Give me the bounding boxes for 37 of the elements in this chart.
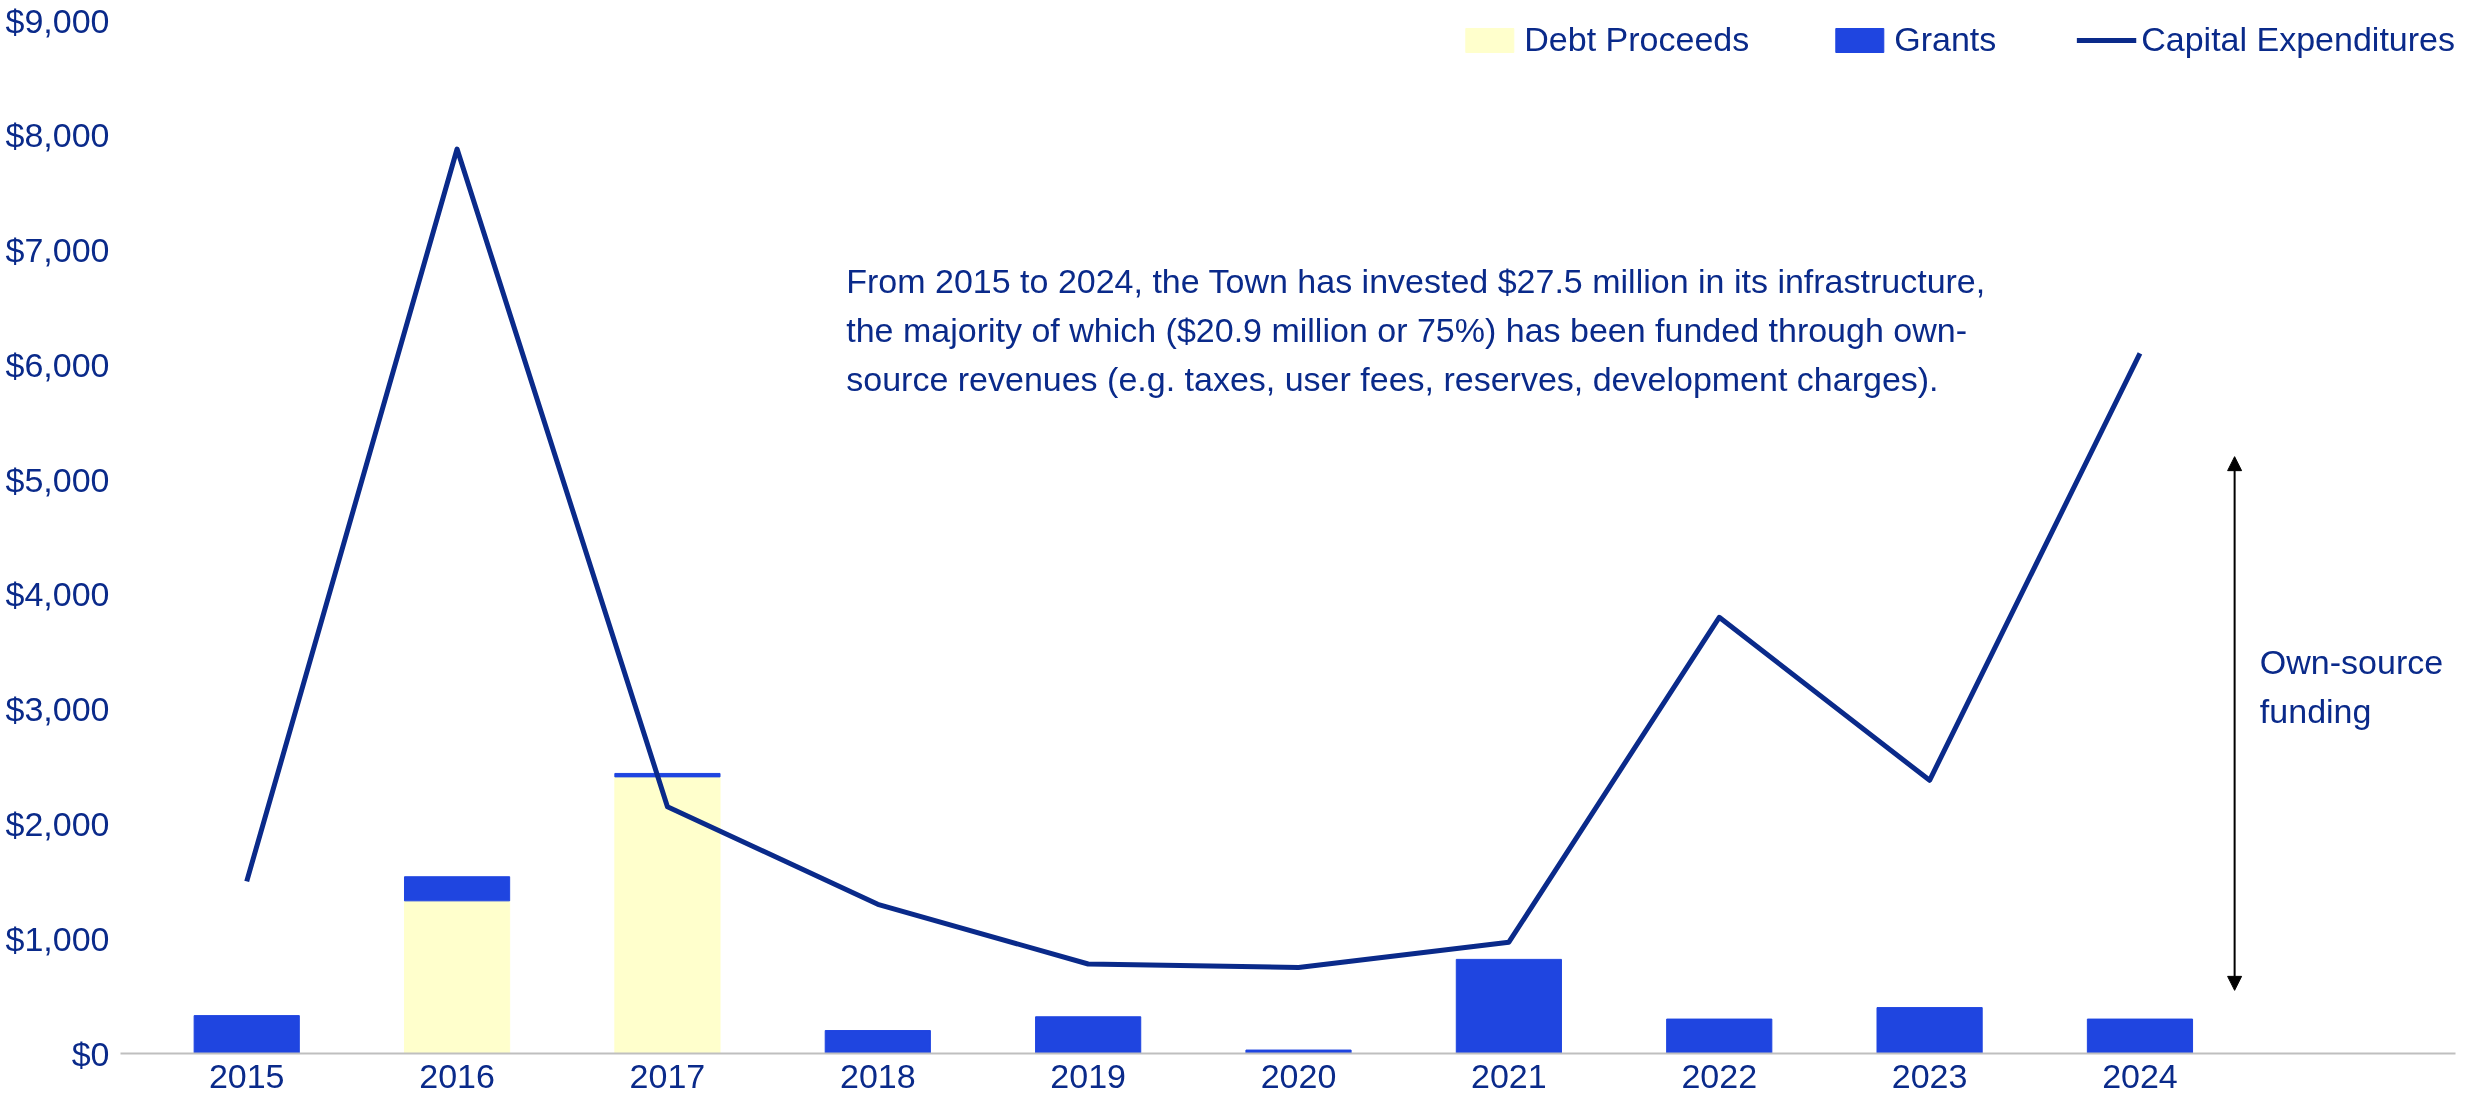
- x-tick-label: 2019: [1050, 1056, 1126, 1095]
- bar: [1876, 1007, 1983, 1054]
- x-tick-label: 2023: [1891, 1056, 1968, 1095]
- x-tick-label: 2016: [419, 1056, 495, 1095]
- x-tick-label: 2021: [1471, 1056, 1547, 1095]
- legend-label: Debt Proceeds: [1524, 20, 1750, 59]
- y-tick-label: $0: [71, 1034, 110, 1073]
- x-tick-label: 2024: [2102, 1056, 2178, 1095]
- y-tick-label: $8,000: [5, 116, 110, 155]
- y-tick-label: $6,000: [5, 345, 110, 384]
- bar: [1666, 1018, 1773, 1054]
- text: Own-source funding: [2259, 642, 2444, 730]
- bar: [614, 772, 721, 778]
- y-tick-label: $1,000: [5, 919, 110, 958]
- bar: [1035, 1016, 1142, 1054]
- bar: [1455, 958, 1562, 1054]
- x-tick-label: 2018: [839, 1056, 916, 1095]
- x-tick-label: 2017: [629, 1056, 706, 1095]
- bar: [403, 876, 511, 902]
- x-tick-label: 2015: [208, 1056, 285, 1095]
- bar: [614, 776, 721, 1054]
- y-tick-label: $4,000: [5, 575, 110, 614]
- legend-label: Capital Expenditures: [2141, 20, 2455, 59]
- bar: [193, 1015, 300, 1054]
- y-tick-label: $5,000: [5, 460, 110, 499]
- bar: [2086, 1018, 2194, 1054]
- x-tick-label: 2020: [1260, 1056, 1337, 1095]
- x-tick-label: 2022: [1681, 1056, 1758, 1095]
- legend-label: Grants: [1894, 20, 1997, 59]
- y-tick-label: $7,000: [5, 231, 110, 270]
- annotation: From 2015 to 2024, the Town has invested $27.5 million in its infrastructure, the majority of which ($20.9 million or 75%) has been funded through own- source revenues (e.g. taxes, user fees, reserves, development charges).: [846, 261, 1986, 399]
- y-tick-label: $9,000: [5, 1, 110, 40]
- bar: [403, 900, 511, 1054]
- bar: [824, 1030, 931, 1054]
- y-tick-label: $2,000: [5, 804, 110, 843]
- bar: [1245, 1049, 1352, 1054]
- y-tick-label: $3,000: [5, 690, 110, 729]
